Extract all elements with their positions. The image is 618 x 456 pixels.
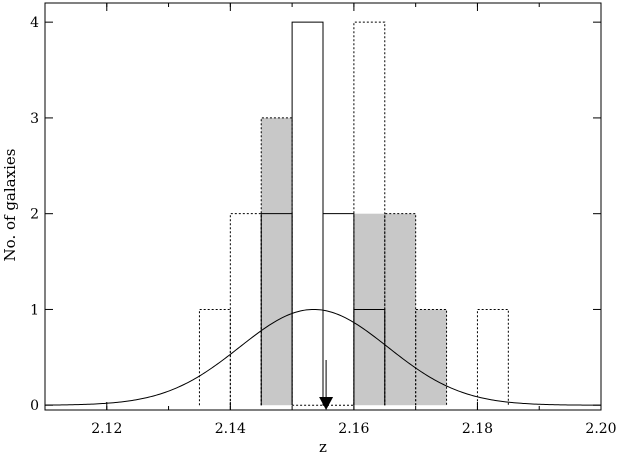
y-tick-label: 4	[30, 15, 39, 31]
arrow-head	[319, 397, 334, 410]
x-tick-label: 2.18	[462, 421, 493, 437]
y-tick-label: 1	[30, 302, 39, 318]
shaded-bar	[261, 117, 293, 406]
x-axis-label: z	[319, 438, 327, 456]
y-tick-label: 2	[30, 207, 39, 223]
plot-area	[44, 21, 602, 410]
dotted-histogram-bar	[229, 213, 262, 406]
y-tick-label: 3	[30, 111, 39, 127]
shaded-bar	[384, 213, 416, 406]
solid-histogram-bar	[322, 213, 355, 406]
plot-frame	[44, 2, 602, 411]
axes: 2.12 2.14 2.16 2.18 2.20 0 1 2 3 4	[30, 2, 617, 437]
x-tick-label: 2.14	[215, 421, 246, 437]
y-axis-label: No. of galaxies	[1, 149, 19, 262]
x-tick-label: 2.16	[338, 421, 369, 437]
solid-histogram-bar	[353, 308, 386, 406]
x-tick-label: 2.12	[91, 421, 122, 437]
gaussian-fit-curve	[44, 308, 602, 406]
dotted-histogram-bar	[476, 308, 509, 406]
shaded-bar	[415, 309, 447, 406]
y-tick-label: 0	[30, 398, 39, 414]
solid-histogram-bar	[291, 21, 324, 406]
x-tick-label: 2.20	[585, 421, 616, 437]
dotted-histogram-bar	[353, 21, 386, 406]
